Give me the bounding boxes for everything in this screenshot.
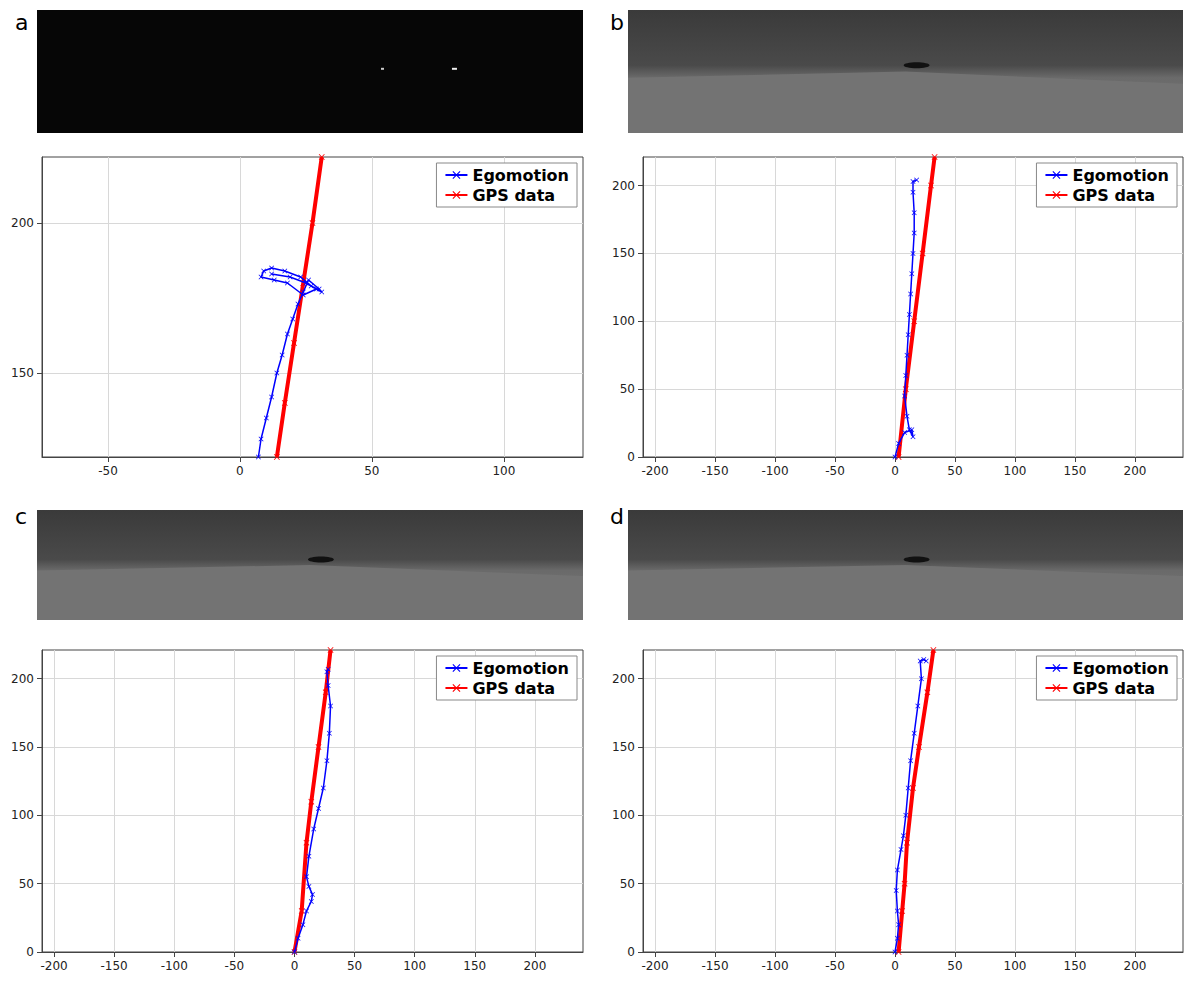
- svg-text:50: 50: [347, 959, 362, 973]
- svg-text:150: 150: [11, 366, 34, 380]
- svg-text:GPS data: GPS data: [472, 186, 555, 205]
- svg-text:150: 150: [612, 246, 635, 260]
- svg-text:100: 100: [1004, 464, 1027, 478]
- svg-text:-200: -200: [641, 959, 668, 973]
- svg-text:200: 200: [1124, 464, 1147, 478]
- svg-text:-50: -50: [225, 959, 245, 973]
- svg-text:200: 200: [523, 959, 546, 973]
- svg-text:150: 150: [1064, 464, 1087, 478]
- svg-text:a: a: [15, 10, 28, 35]
- svg-text:GPS data: GPS data: [1072, 679, 1155, 698]
- svg-text:200: 200: [612, 672, 635, 686]
- svg-text:200: 200: [612, 179, 635, 193]
- svg-text:50: 50: [620, 877, 635, 891]
- svg-text:150: 150: [612, 740, 635, 754]
- svg-text:Egomotion: Egomotion: [472, 166, 569, 185]
- svg-text:0: 0: [627, 945, 635, 959]
- svg-text:0: 0: [891, 464, 899, 478]
- svg-text:100: 100: [403, 959, 426, 973]
- svg-text:-50: -50: [98, 464, 118, 478]
- svg-text:d: d: [610, 504, 624, 529]
- svg-text:-150: -150: [701, 464, 728, 478]
- svg-text:-100: -100: [161, 959, 188, 973]
- svg-text:b: b: [610, 10, 624, 35]
- svg-text:-50: -50: [825, 959, 845, 973]
- svg-text:150: 150: [11, 740, 34, 754]
- svg-text:200: 200: [11, 216, 34, 230]
- svg-text:150: 150: [1064, 959, 1087, 973]
- svg-text:-150: -150: [101, 959, 128, 973]
- svg-text:50: 50: [947, 959, 962, 973]
- svg-text:-150: -150: [701, 959, 728, 973]
- svg-text:200: 200: [11, 672, 34, 686]
- svg-text:50: 50: [19, 877, 34, 891]
- svg-text:-50: -50: [825, 464, 845, 478]
- svg-text:-200: -200: [641, 464, 668, 478]
- svg-text:-200: -200: [40, 959, 67, 973]
- svg-text:Egomotion: Egomotion: [472, 659, 569, 678]
- svg-text:100: 100: [492, 464, 515, 478]
- svg-text:100: 100: [612, 314, 635, 328]
- svg-text:0: 0: [26, 945, 34, 959]
- svg-text:50: 50: [620, 382, 635, 396]
- svg-text:0: 0: [891, 959, 899, 973]
- svg-text:150: 150: [463, 959, 486, 973]
- svg-text:c: c: [15, 504, 27, 529]
- svg-text:-100: -100: [761, 959, 788, 973]
- svg-text:GPS data: GPS data: [1072, 186, 1155, 205]
- svg-text:Egomotion: Egomotion: [1072, 659, 1169, 678]
- svg-text:100: 100: [1004, 959, 1027, 973]
- svg-text:0: 0: [627, 450, 635, 464]
- svg-text:GPS data: GPS data: [472, 679, 555, 698]
- svg-text:0: 0: [291, 959, 299, 973]
- svg-text:50: 50: [364, 464, 379, 478]
- svg-text:100: 100: [11, 808, 34, 822]
- svg-text:50: 50: [947, 464, 962, 478]
- svg-text:200: 200: [1124, 959, 1147, 973]
- svg-text:-100: -100: [761, 464, 788, 478]
- svg-text:Egomotion: Egomotion: [1072, 166, 1169, 185]
- svg-text:0: 0: [236, 464, 244, 478]
- svg-text:100: 100: [612, 808, 635, 822]
